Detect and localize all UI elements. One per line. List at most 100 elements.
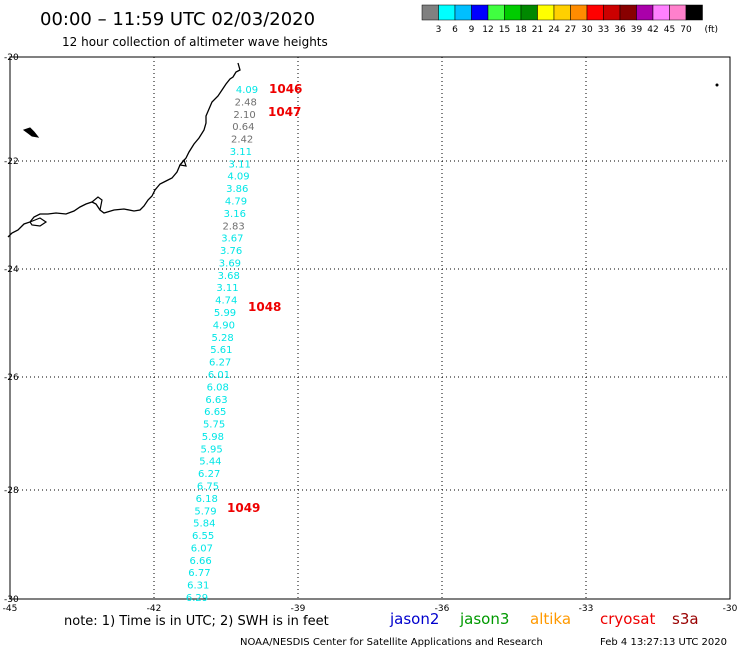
- wave-height-value: 4.79: [225, 197, 247, 208]
- lat-tick-label: -30: [4, 595, 19, 605]
- wave-height-value: 2.83: [222, 221, 244, 232]
- satellite-legend: jason2 jason3 altika cryosat s3a: [389, 610, 699, 628]
- wave-height-value: 6.55: [192, 531, 214, 542]
- legend-label: 18: [515, 25, 527, 35]
- wave-height-value: 6.18: [196, 494, 218, 505]
- coast-inlet: [178, 158, 187, 167]
- legend-swatch: [537, 4, 555, 21]
- wave-height-value: 4.74: [215, 296, 237, 307]
- coast-bay: [91, 196, 103, 211]
- legend-swatch: [520, 4, 538, 21]
- lon-tick-label: -45: [3, 604, 18, 614]
- legend-swatch: [438, 4, 456, 21]
- legend-swatch: [471, 4, 489, 21]
- legend-label: 3: [436, 25, 442, 35]
- island-dot: [715, 83, 719, 87]
- wave-height-value: 6.31: [187, 581, 209, 592]
- legend-swatch: [487, 4, 505, 21]
- wave-height-value: 3.11: [230, 147, 252, 158]
- map-frame: [9, 56, 731, 600]
- satellite-name: jason2: [389, 610, 439, 628]
- wave-height-value: 3.68: [218, 271, 240, 282]
- legend-label: 24: [548, 25, 560, 35]
- legend-swatch: [421, 4, 439, 21]
- wave-height-value: 3.67: [221, 234, 243, 245]
- legend-swatch: [504, 4, 522, 21]
- color-legend: 3 6 9 12 15 18 21 24 27 30 33 36 39 42 45 70 (ft): [421, 4, 719, 35]
- wave-height-value: 6.29: [186, 593, 208, 604]
- map-title: 00:00 – 11:59 UTC 02/03/2020: [40, 9, 315, 30]
- wave-height-value: 5.84: [193, 519, 215, 530]
- wave-height-value: 5.98: [202, 432, 224, 443]
- lon-tick-label: -42: [147, 604, 162, 614]
- legend-swatch: [669, 4, 687, 21]
- wave-height-value: 6.75: [197, 481, 219, 492]
- time-label: 1047: [268, 105, 301, 119]
- lon-tick-label: -39: [291, 604, 306, 614]
- wave-height-value: 3.86: [226, 184, 248, 195]
- wave-height-value: 0.64: [232, 122, 254, 133]
- wave-height-value: 6.08: [207, 382, 229, 393]
- wave-height-value: 2.42: [231, 135, 253, 146]
- wave-height-value: 3.11: [216, 283, 238, 294]
- satellite-name: jason3: [459, 610, 509, 628]
- lat-tick-label: -20: [4, 53, 19, 63]
- wave-height-value: 2.10: [233, 110, 255, 121]
- wave-height-value: 6.66: [190, 556, 212, 567]
- legend-label: 70: [680, 25, 692, 35]
- legend-swatch: [570, 4, 588, 21]
- wave-height-value: 5.99: [214, 308, 236, 319]
- legend-label: 6: [452, 25, 458, 35]
- wave-height-value: 3.76: [220, 246, 242, 257]
- wave-height-value: 2.48: [235, 97, 257, 108]
- legend-label: 12: [482, 25, 493, 35]
- legend-label: 36: [614, 25, 626, 35]
- lon-tick-label: -33: [579, 604, 594, 614]
- lon-tick-label: -30: [723, 604, 738, 614]
- legend-label: 30: [581, 25, 593, 35]
- wave-height-value: 3.69: [219, 258, 241, 269]
- legend-label: 45: [664, 25, 675, 35]
- wave-height-value: 5.79: [194, 506, 216, 517]
- satellite-name: cryosat: [600, 610, 655, 628]
- satellite-name: s3a: [672, 610, 699, 628]
- wave-height-value: 6.27: [209, 358, 231, 369]
- wave-height-value: 6.01: [208, 370, 230, 381]
- time-label: 1048: [248, 300, 281, 314]
- time-labels: 1046 1047 1048 1049: [227, 82, 302, 515]
- lat-tick-label: -22: [4, 157, 19, 167]
- wave-height-value: 5.95: [201, 444, 223, 455]
- satellite-name: altika: [530, 610, 571, 628]
- lat-tick-label: -24: [4, 265, 19, 275]
- wave-height-value: 5.28: [211, 333, 233, 344]
- legend-label: 21: [532, 25, 543, 35]
- wave-height-value: 6.65: [204, 407, 226, 418]
- altimeter-track: 4.092.482.100.642.423.113.114.093.864.79…: [186, 85, 258, 604]
- axis-ticks: -45 -42 -39 -36 -33 -30 -20 -22 -24 -26 -28 -30: [3, 53, 738, 614]
- wave-height-value: 6.07: [191, 543, 213, 554]
- legend-unit: (ft): [705, 25, 719, 35]
- time-label: 1049: [227, 501, 260, 515]
- legend-swatch: [685, 4, 703, 21]
- footer-credit: NOAA/NESDIS Center for Satellite Applica…: [240, 637, 543, 648]
- legend-swatch: [586, 4, 604, 21]
- footer-note: note: 1) Time is in UTC; 2) SWH is in fe…: [64, 614, 329, 629]
- legend-label: 15: [499, 25, 510, 35]
- wave-height-value: 5.61: [210, 345, 232, 356]
- lon-tick-label: -36: [435, 604, 450, 614]
- legend-label: 39: [631, 25, 643, 35]
- lat-tick-label: -28: [4, 486, 19, 496]
- wave-height-value: 4.09: [227, 172, 249, 183]
- wave-height-value: 5.75: [203, 420, 225, 431]
- legend-label: 33: [598, 25, 609, 35]
- wave-height-value: 6.27: [198, 469, 220, 480]
- lake-shape: [22, 127, 40, 138]
- coastline: [7, 62, 241, 238]
- legend-swatch: [603, 4, 621, 21]
- wave-height-value: 3.11: [229, 159, 251, 170]
- legend-swatch: [636, 4, 654, 21]
- legend-swatch: [454, 4, 472, 21]
- wave-height-value: 6.63: [205, 395, 227, 406]
